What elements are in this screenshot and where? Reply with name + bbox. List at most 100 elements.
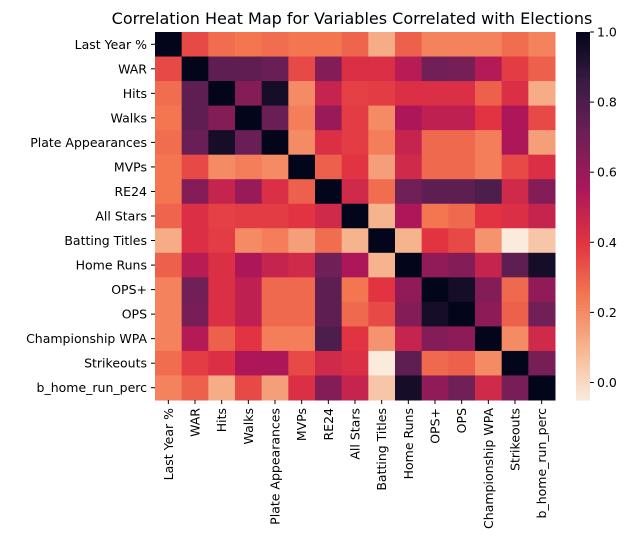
y-tick-label: Hits (123, 86, 147, 101)
y-tick-label: Plate Appearances (30, 135, 147, 150)
colorbar-segment (576, 191, 590, 196)
heatmap-cell (181, 154, 209, 180)
colorbar-segment (576, 163, 590, 168)
heatmap-cell (261, 252, 289, 278)
colorbar-segment (576, 105, 590, 110)
heatmap-cell (368, 56, 396, 82)
colorbar-segment (576, 338, 590, 343)
heatmap-cell (208, 154, 236, 180)
colorbar-segment (576, 166, 590, 171)
colorbar-segment (576, 357, 590, 361)
heatmap-cell (501, 154, 529, 180)
colorbar-segment (576, 71, 590, 76)
colorbar-segment (576, 234, 590, 239)
colorbar-segment (576, 59, 590, 64)
heatmap-cell (288, 350, 316, 376)
heatmap-cell (288, 32, 316, 58)
heatmap-cell (368, 350, 396, 376)
heatmap-cell (421, 154, 449, 180)
heatmap-cell (155, 203, 183, 229)
heatmap-cell (235, 105, 263, 131)
heatmap-cell (181, 81, 209, 107)
colorbar-segment (576, 96, 590, 101)
heatmap-cell (501, 81, 529, 107)
heatmap-cell (181, 326, 209, 352)
x-tick-label: WAR (188, 408, 203, 437)
heatmap-cell (528, 252, 556, 278)
heatmap-cell (315, 179, 343, 205)
heatmap-cell (181, 375, 209, 401)
heatmap-cell (395, 350, 423, 376)
colorbar-segment (576, 99, 590, 104)
heatmap-cell (315, 375, 343, 401)
colorbar-segment (576, 148, 590, 153)
heatmap-cell (208, 81, 236, 107)
heatmap-cell (395, 154, 423, 180)
colorbar-segment (576, 84, 590, 88)
heatmap-cell (368, 326, 396, 352)
heatmap-cell (288, 81, 316, 107)
heatmap-cell (475, 32, 503, 58)
heatmap-cell (368, 154, 396, 180)
colorbar-segment (576, 249, 590, 254)
heatmap-cell (315, 228, 343, 254)
heatmap-cell (261, 301, 289, 327)
heatmap-cell (288, 154, 316, 180)
heatmap-cell (341, 105, 369, 131)
heatmap-cell (261, 130, 289, 156)
colorbar-segment (576, 314, 590, 318)
heatmap-cell (341, 326, 369, 352)
heatmap-cell (315, 277, 343, 303)
heatmap-cell (288, 252, 316, 278)
heatmap-cell (155, 301, 183, 327)
heatmap-cell (475, 203, 503, 229)
x-tick-label: Home Runs (401, 408, 416, 479)
colorbar-segment (576, 255, 590, 260)
heatmap-cell (448, 179, 476, 205)
heatmap-cell (475, 301, 503, 327)
heatmap-cell (235, 326, 263, 352)
heatmap-cell (155, 277, 183, 303)
colorbar-segment (576, 194, 590, 199)
heatmap-cell (501, 277, 529, 303)
y-tick-label: MVPs (114, 159, 147, 174)
heatmap-cell (181, 228, 209, 254)
heatmap-cell (528, 130, 556, 156)
heatmap-cell (315, 350, 343, 376)
heatmap-cell (315, 154, 343, 180)
colorbar-tick-label: 0.6 (597, 165, 617, 180)
heatmap-cell (208, 203, 236, 229)
heatmap-cell (288, 301, 316, 327)
heatmap-cell (261, 179, 289, 205)
heatmap-cell (475, 56, 503, 82)
heatmap-cell (181, 301, 209, 327)
heatmap-cell (181, 179, 209, 205)
heatmap-cell (341, 130, 369, 156)
colorbar-segment (576, 50, 590, 55)
heatmap-cell (341, 56, 369, 82)
heatmap-cell (261, 56, 289, 82)
heatmap-cell (181, 56, 209, 82)
colorbar-segment (576, 170, 590, 174)
heatmap-cell (208, 130, 236, 156)
colorbar-segment (576, 87, 590, 91)
heatmap-cell (235, 252, 263, 278)
heatmap-cell (528, 56, 556, 82)
heatmap-cell (341, 252, 369, 278)
colorbar-segment (576, 237, 590, 242)
colorbar-segment (576, 78, 590, 82)
colorbar-segment (576, 387, 590, 392)
heatmap-cell (501, 203, 529, 229)
heatmap-cell (475, 179, 503, 205)
heatmap-cell (235, 375, 263, 401)
colorbar-segment (576, 320, 590, 324)
heatmap-cell (501, 350, 529, 376)
colorbar-segment (576, 329, 590, 334)
y-tick-label: Walks (111, 110, 147, 125)
colorbar-segment (576, 35, 590, 39)
y-tick-label: Championship WPA (26, 331, 147, 346)
colorbar-segment (576, 323, 590, 327)
colorbar-segment (576, 375, 590, 380)
heatmap-cell (501, 375, 529, 401)
